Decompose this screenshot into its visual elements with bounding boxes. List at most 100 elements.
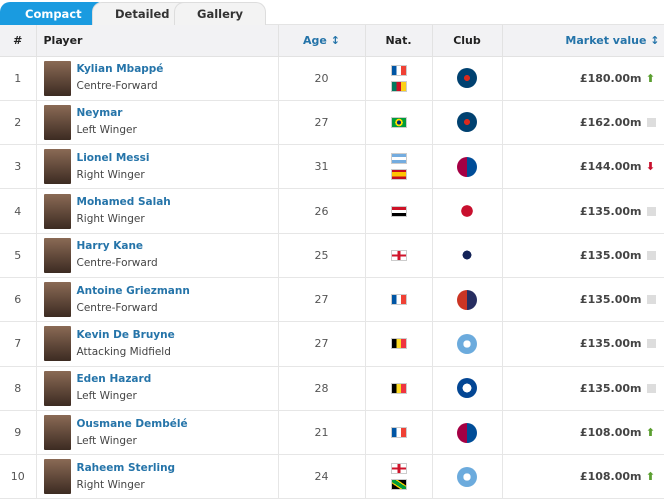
trend-unchanged-icon [646,339,656,349]
player-name-link[interactable]: Lionel Messi [76,151,150,164]
trend-unchanged-icon [646,250,656,260]
club-mancity-icon[interactable] [457,466,477,487]
market-value[interactable]: £135.00m [579,293,642,307]
player-photo[interactable] [43,193,71,229]
player-age: 21 [278,410,366,456]
table-row: 5 Harry Kane Centre-Forward 25 £135.00m [0,233,664,278]
player-name-link[interactable]: Ousmane Dembélé [76,417,188,430]
player-photo[interactable] [43,60,71,96]
tab-compact[interactable]: Compact [0,2,107,25]
table-row: 4 Mohamed Salah Right Winger 26 £135.00m [0,188,664,234]
player-position: Centre-Forward [76,301,158,314]
rank: 10 [0,454,37,500]
flag-france-icon [390,294,407,306]
rank: 5 [0,233,37,278]
club-tottenham-icon[interactable] [457,245,477,266]
player-age: 20 [278,56,366,101]
table-row: 1 Kylian Mbappé Centre-Forward 20 £180.00… [0,56,664,101]
player-photo[interactable] [43,415,71,451]
header-club: Club [432,25,503,57]
player-name-link[interactable]: Kylian Mbappé [76,63,164,76]
player-name-link[interactable]: Mohamed Salah [76,196,171,209]
tab-gallery[interactable]: Gallery [174,2,267,25]
player-position: Attacking Midfield [76,345,171,358]
player-name-link[interactable]: Antoine Griezmann [76,284,190,297]
club-chelsea-icon[interactable] [457,378,477,399]
flag-england-icon [390,463,407,475]
table-row: 6 Antoine Griezmann Centre-Forward 27 £13… [0,277,664,323]
player-position: Left Winger [76,390,137,403]
market-value[interactable]: £180.00m [579,71,642,85]
player-name-link[interactable]: Neymar [76,107,123,120]
club-psg-icon[interactable] [457,112,477,133]
club-liverpool-icon[interactable] [457,201,477,222]
header-market-value[interactable]: Market value ↕ [502,25,664,57]
player-photo[interactable] [43,459,71,495]
player-position: Right Winger [76,478,145,491]
flag-belgium-icon [390,338,407,350]
club-atletico-icon[interactable] [457,289,477,310]
tab-detailed[interactable]: Detailed [92,2,193,25]
flag-france-icon [390,427,407,439]
trend-unchanged-icon [646,206,656,216]
players-table: # Player Age ↕ Nat. Club Market value ↕ … [0,25,664,500]
header-nat: Nat. [365,25,433,57]
rank: 7 [0,321,37,367]
header-player: Player [36,25,279,57]
market-value[interactable]: £135.00m [579,248,642,262]
club-barcelona-icon[interactable] [457,422,477,443]
club-mancity-icon[interactable] [457,333,477,354]
table-row: 9 Ousmane Dembélé Left Winger 21 £108.00m… [0,410,664,456]
player-photo[interactable] [43,104,71,140]
player-photo[interactable] [43,326,71,362]
rank: 3 [0,144,37,190]
flag-jamaica-icon [390,479,407,491]
flag-belgium-icon [390,382,407,394]
player-age: 27 [278,100,366,146]
player-position: Centre-Forward [76,80,158,93]
trend-down-icon: ⬇ [645,160,656,174]
club-barcelona-icon[interactable] [457,156,477,177]
player-photo[interactable] [43,370,71,406]
trend-up-icon: ⬆ [645,71,656,85]
trend-unchanged-icon [646,117,656,127]
player-age: 27 [278,321,366,367]
player-age: 24 [278,454,366,500]
table-row: 3 Lionel Messi Right Winger 31 £144.00m ⬇ [0,144,664,190]
flag-cameroon-icon [390,80,407,92]
market-value[interactable]: £108.00m [579,426,642,440]
club-psg-icon[interactable] [457,68,477,89]
player-name-link[interactable]: Eden Hazard [76,373,152,386]
market-value[interactable]: £135.00m [579,337,642,351]
rank: 2 [0,100,37,146]
rank: 4 [0,188,37,234]
player-age: 26 [278,188,366,234]
player-name-link[interactable]: Harry Kane [76,240,144,253]
player-photo[interactable] [43,237,71,273]
rank: 1 [0,56,37,101]
market-value[interactable]: £144.00m [579,160,642,174]
rank: 6 [0,277,37,323]
player-photo[interactable] [43,282,71,318]
player-age: 27 [278,277,366,323]
player-age: 25 [278,233,366,278]
trend-up-icon: ⬆ [645,426,656,440]
player-position: Centre-Forward [76,257,158,270]
header-age[interactable]: Age ↕ [278,25,366,57]
player-name-link[interactable]: Kevin De Bruyne [76,328,175,341]
market-value[interactable]: £108.00m [579,470,642,484]
trend-unchanged-icon [646,295,656,305]
flag-brazil-icon [390,116,407,128]
trend-up-icon: ⬆ [645,470,656,484]
flag-spain-icon [390,169,407,181]
rank: 9 [0,410,37,456]
player-name-link[interactable]: Raheem Sterling [76,461,176,474]
market-value[interactable]: £135.00m [579,204,642,218]
market-value[interactable]: £135.00m [579,381,642,395]
table-row: 8 Eden Hazard Left Winger 28 £135.00m [0,366,664,411]
flag-argentina-icon [390,153,407,165]
player-photo[interactable] [43,149,71,185]
flag-france-icon [390,64,407,76]
market-value[interactable]: £162.00m [579,115,642,129]
view-tabs: Compact Detailed Gallery [0,0,664,25]
